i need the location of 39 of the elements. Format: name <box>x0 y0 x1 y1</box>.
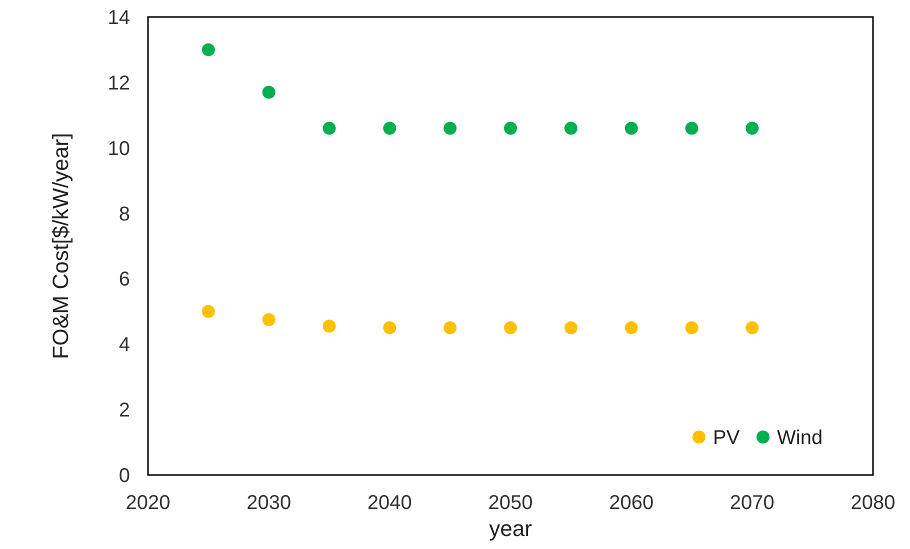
point <box>444 122 457 135</box>
y-tick-label: 2 <box>118 400 130 422</box>
point <box>746 122 759 135</box>
point <box>322 320 336 333</box>
x-tick-label: 2060 <box>609 492 654 514</box>
point <box>564 122 578 135</box>
point <box>262 86 276 99</box>
point <box>202 304 215 318</box>
point <box>685 321 698 334</box>
point <box>322 122 336 135</box>
y-tick-label: 0 <box>118 465 130 487</box>
x-tick-label: 2080 <box>850 492 896 514</box>
point <box>504 321 517 334</box>
x-tick-label: 2030 <box>246 492 292 514</box>
point <box>624 122 638 135</box>
point <box>383 122 396 135</box>
legend-label: Wind <box>777 427 823 449</box>
point <box>262 313 276 326</box>
point <box>624 321 638 334</box>
y-axis-title: FO&M Cost[$/kW/year] <box>48 132 73 360</box>
point <box>685 122 698 135</box>
point <box>444 321 457 334</box>
x-tick-label: 2020 <box>126 492 170 514</box>
x-tick-label: 2050 <box>488 492 533 514</box>
point <box>504 122 517 135</box>
x-axis-title: year <box>489 516 532 541</box>
point <box>746 321 759 334</box>
x-tick-label: 2070 <box>730 492 774 514</box>
y-tick-label: 12 <box>108 72 130 94</box>
point <box>383 321 396 334</box>
y-tick-label: 6 <box>118 268 130 291</box>
y-tick-label: 8 <box>118 203 130 226</box>
point <box>202 43 215 56</box>
y-tick-label: 14 <box>108 7 130 29</box>
y-tick-label: 10 <box>108 138 130 160</box>
point <box>564 321 578 334</box>
legend-label: PV <box>713 427 740 449</box>
y-tick-label: 4 <box>118 334 130 356</box>
x-tick-label: 2040 <box>367 492 412 514</box>
